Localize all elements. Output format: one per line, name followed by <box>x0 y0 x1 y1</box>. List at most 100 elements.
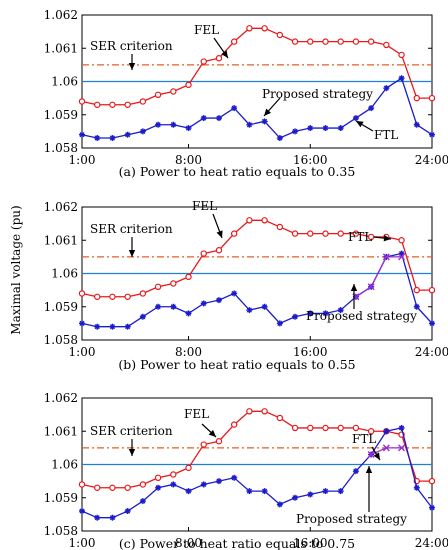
annotation-arrow-head <box>221 50 228 58</box>
y-tick-label: 1.06 <box>51 458 78 472</box>
point-stroke <box>414 304 420 310</box>
annotation-arrow-head <box>356 121 364 128</box>
annotation-arrow-head <box>128 449 136 456</box>
point-fel <box>322 424 329 432</box>
x-tick-label: 8:00 <box>175 345 202 359</box>
point-stroke <box>322 488 329 494</box>
y-tick-label: 1.059 <box>44 300 78 314</box>
y-tick-label: 1.061 <box>44 424 78 438</box>
point-stroke <box>398 425 405 431</box>
point-stroke <box>307 310 313 316</box>
point-fel <box>215 438 223 445</box>
point-fel <box>124 101 131 108</box>
point-stroke <box>367 451 375 459</box>
point-stroke <box>185 310 192 316</box>
point-fel <box>78 290 86 297</box>
point-proposed-strategy <box>398 444 406 452</box>
chart-title: (a) Power to heat ratio equals to 0.35 <box>119 164 356 179</box>
point-fel <box>185 273 192 281</box>
point-fel <box>261 408 268 415</box>
point-ftl <box>155 303 162 310</box>
x-tick-label: 24:00 <box>415 153 448 167</box>
point-ftl <box>79 320 85 327</box>
point-ftl <box>413 484 420 491</box>
y-tick-label: 1.059 <box>44 491 78 505</box>
point-ftl <box>139 313 146 320</box>
point-stroke <box>79 320 85 326</box>
point-proposed-strategy <box>367 283 375 291</box>
point-fel <box>200 250 207 257</box>
point-fel <box>109 293 116 300</box>
point-proposed-strategy <box>367 451 375 459</box>
point-ftl <box>124 323 131 330</box>
point-stroke <box>338 125 344 131</box>
point-ftl <box>352 115 359 122</box>
annotation-label: Proposed strategy <box>296 512 407 526</box>
point-ftl <box>246 307 253 314</box>
point-fel <box>94 484 101 491</box>
point-stroke <box>109 135 116 141</box>
point-ftl <box>215 115 222 122</box>
point-ftl <box>413 303 420 310</box>
point-fel <box>398 51 405 59</box>
point-stroke <box>353 115 359 121</box>
point-fel <box>139 290 147 297</box>
point-ftl <box>429 131 435 138</box>
point-ftl <box>322 488 329 495</box>
series-line-ftl <box>81 427 433 519</box>
x-tick-label: 16:00 <box>293 345 328 359</box>
point-stroke <box>382 444 390 452</box>
y-tick-label: 1.061 <box>44 233 78 247</box>
chart-title: (b) Power to heat ratio equals to 0.55 <box>118 357 355 372</box>
annotation-arrow-head <box>216 230 223 238</box>
point-ftl <box>124 508 131 515</box>
annotation-label: Proposed strategy <box>306 309 417 323</box>
point-fel <box>139 98 147 105</box>
chart-title: (c) Power to heat ratio equals to 0.75 <box>119 536 355 550</box>
annotation-label: SER criterion <box>90 222 173 236</box>
point-ftl <box>307 125 314 132</box>
point-fel <box>109 484 116 491</box>
annotation-label: Proposed strategy <box>262 87 373 101</box>
point-fel <box>124 293 131 300</box>
point-stroke <box>307 125 313 131</box>
point-stroke <box>201 481 207 488</box>
point-fel <box>276 31 284 39</box>
point-fel <box>154 474 162 481</box>
annotation-label: FEL <box>184 407 209 421</box>
point-stroke <box>231 475 237 481</box>
point-stroke <box>338 488 344 494</box>
point-ftl <box>413 121 420 128</box>
point-fel <box>230 38 238 45</box>
point-fel <box>246 25 253 32</box>
point-ftl <box>307 491 314 498</box>
point-stroke <box>398 444 406 452</box>
point-stroke <box>292 128 298 134</box>
point-fel <box>367 233 375 241</box>
y-tick-label: 1.058 <box>44 141 78 155</box>
point-fel <box>337 230 344 237</box>
point-fel <box>352 38 360 45</box>
point-stroke <box>368 105 374 111</box>
annotation-arrow-head <box>264 108 272 116</box>
point-fel <box>291 38 299 45</box>
x-tick-label: 16:00 <box>293 536 328 550</box>
point-stroke <box>79 508 85 514</box>
point-fel <box>322 38 329 45</box>
y-tick-label: 1.062 <box>44 200 78 214</box>
point-ftl <box>261 488 268 495</box>
point-fel <box>230 421 238 428</box>
annotation-arrow-head <box>208 429 216 437</box>
point-stroke <box>170 122 176 128</box>
y-tick-label: 1.062 <box>44 391 78 405</box>
point-ftl <box>94 514 101 521</box>
point-ftl <box>139 128 146 135</box>
point-ftl <box>215 297 222 304</box>
point-stroke <box>429 505 435 511</box>
point-ftl <box>139 498 146 505</box>
point-stroke <box>277 135 283 141</box>
point-ftl <box>170 481 177 488</box>
point-stroke <box>414 122 420 128</box>
point-stroke <box>79 132 85 138</box>
